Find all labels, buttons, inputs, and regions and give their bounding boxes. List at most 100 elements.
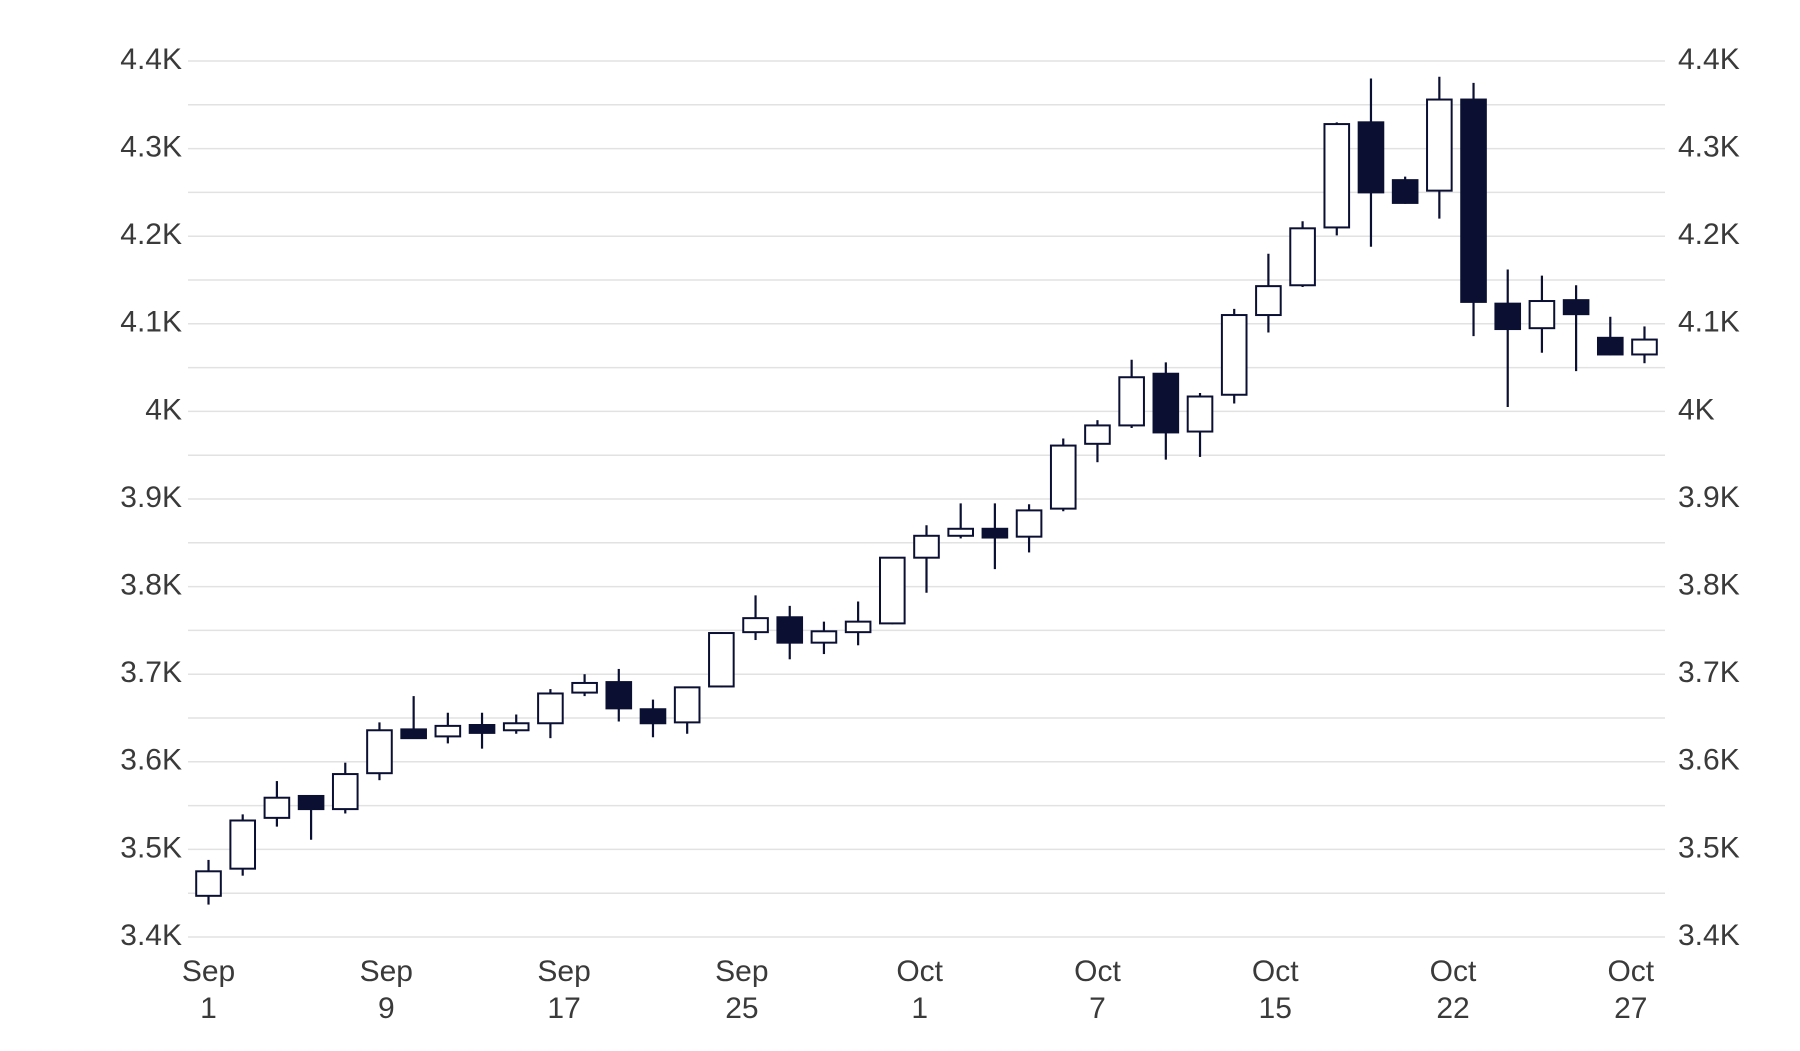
candle xyxy=(1528,275,1556,353)
y-tick-label: 4.1K xyxy=(120,306,182,339)
candle-body xyxy=(879,556,906,625)
candle-body xyxy=(810,630,838,644)
candle-body xyxy=(776,616,804,644)
candle xyxy=(502,714,530,734)
candle xyxy=(844,601,872,646)
candle-body xyxy=(981,527,1009,539)
y2-tick-label: 4.1K xyxy=(1678,306,1740,339)
candle-body xyxy=(1220,314,1248,396)
candle-body xyxy=(468,724,496,734)
candle xyxy=(195,859,222,905)
candle-body xyxy=(844,620,872,634)
candle-body xyxy=(605,681,633,710)
candle-body xyxy=(297,794,325,811)
candle xyxy=(1596,316,1624,356)
candle xyxy=(1152,362,1180,460)
y-tick-label: 3.4K xyxy=(120,919,182,952)
x-tick-label: Oct 22 xyxy=(1430,955,1477,1025)
candle-body xyxy=(1426,98,1453,192)
candle-body xyxy=(1494,302,1522,331)
candle-body xyxy=(1391,179,1419,204)
candle-body xyxy=(708,632,735,688)
candle xyxy=(1426,76,1453,219)
y2-tick-label: 4K xyxy=(1678,393,1715,426)
candle-body xyxy=(1528,300,1556,330)
x-tick-label: Sep 1 xyxy=(182,955,235,1025)
candle xyxy=(1357,78,1385,247)
candle xyxy=(605,668,633,722)
x-tick-label: Oct 15 xyxy=(1252,955,1299,1025)
candle-body xyxy=(1118,376,1145,427)
y-tick-label: 3.9K xyxy=(120,481,182,514)
candle-body xyxy=(742,617,769,634)
candle xyxy=(1391,176,1419,204)
candle xyxy=(1220,308,1248,404)
x-tick-label: Sep 9 xyxy=(360,955,413,1025)
candle-body xyxy=(1255,285,1282,317)
candle-body xyxy=(1084,424,1111,445)
y-tick-label: 3.6K xyxy=(120,744,182,777)
candle-body xyxy=(1323,123,1351,229)
x-tick-label: Sep 17 xyxy=(537,955,590,1025)
y2-tick-label: 3.6K xyxy=(1678,744,1740,777)
candle xyxy=(673,686,701,734)
candle xyxy=(1255,253,1282,333)
candle xyxy=(263,781,291,827)
candle-body xyxy=(1289,227,1316,287)
candle xyxy=(1118,359,1145,429)
candle-body xyxy=(537,692,564,725)
candle-body xyxy=(1357,121,1385,194)
candle xyxy=(1494,269,1522,408)
candle-body xyxy=(434,724,462,738)
y2-tick-label: 3.8K xyxy=(1678,569,1740,602)
y2-tick-label: 3.5K xyxy=(1678,831,1740,864)
candle-body xyxy=(947,527,974,537)
candle-body xyxy=(1152,372,1180,434)
candle xyxy=(776,605,804,660)
candle xyxy=(742,595,769,641)
candle xyxy=(400,696,427,740)
x-tick-label: Oct 1 xyxy=(896,955,943,1025)
y2-tick-label: 3.4K xyxy=(1678,919,1740,952)
candle-body xyxy=(1562,299,1590,316)
candle xyxy=(1289,221,1316,288)
candle xyxy=(297,794,325,840)
candle xyxy=(639,699,667,738)
candle-body xyxy=(263,796,291,819)
candle xyxy=(468,712,496,749)
x-tick-label: Sep 25 xyxy=(715,955,768,1025)
candle xyxy=(434,712,462,744)
y-tick-label: 3.7K xyxy=(120,656,182,689)
y-tick-label: 4.2K xyxy=(120,218,182,251)
candle-body xyxy=(1049,444,1077,510)
candle-body xyxy=(400,728,427,740)
candle xyxy=(708,632,735,688)
candle-body xyxy=(366,729,393,775)
y2-tick-label: 3.9K xyxy=(1678,481,1740,514)
y2-tick-label: 4.4K xyxy=(1678,43,1740,76)
candle xyxy=(571,674,598,697)
candle xyxy=(1631,326,1658,364)
candle xyxy=(537,689,564,739)
candle xyxy=(229,814,257,876)
y-tick-label: 4.3K xyxy=(120,131,182,164)
candle-body xyxy=(673,686,701,724)
candle-body xyxy=(331,773,359,811)
candle xyxy=(947,503,974,539)
candle-body xyxy=(502,722,530,732)
candle-body xyxy=(571,681,598,694)
x-tick-label: Oct 27 xyxy=(1607,955,1654,1025)
y-tick-label: 4.4K xyxy=(120,43,182,76)
candle xyxy=(810,621,838,655)
candle xyxy=(1015,504,1043,553)
y-tick-label: 4K xyxy=(145,393,182,426)
candle xyxy=(366,722,393,781)
candle xyxy=(913,525,940,593)
candle-body xyxy=(1015,509,1043,538)
candle-body xyxy=(1460,98,1487,303)
y2-tick-label: 4.3K xyxy=(1678,131,1740,164)
candle xyxy=(879,556,906,625)
candle xyxy=(331,762,359,814)
